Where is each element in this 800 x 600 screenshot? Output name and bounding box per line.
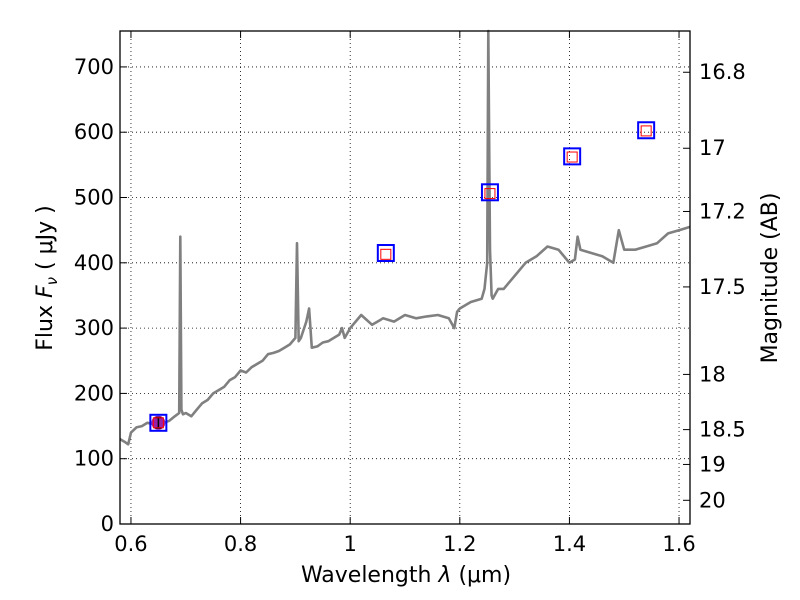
y2-tick-label: 17 [699,136,726,160]
model-point [563,147,582,166]
spectrum-series [119,29,691,446]
model-point [637,121,656,140]
y2-tick-label: 18.5 [699,418,746,442]
model-point [480,183,499,202]
spectrum-line [119,29,691,446]
y-tick-label: 700 [74,55,114,79]
axis-ticks: 0.6 0.8 1 1.2 1.4 1.6 0 100 200 300 400 500 600 700 16… [74,31,746,556]
y2-tick-label: 17.5 [699,275,746,299]
y-tick-label: 100 [74,447,114,471]
grid-lines [120,31,690,525]
observed-point [152,417,164,429]
observed-point [640,125,652,137]
x-tick-label: 1.6 [662,532,695,556]
y2-tick-label: 19 [699,452,726,476]
y2-tick-label: 17.2 [699,199,746,223]
y2-axis-label: Magnitude (AB) [758,193,783,364]
y2-tick-label: 20 [699,488,726,512]
y-tick-label: 0 [101,512,114,536]
x-tick-label: 0.8 [224,532,257,556]
y-tick-label: 400 [74,251,114,275]
observed-point [566,151,578,163]
y-axis-label: Flux Fν ( μJy ) [33,205,61,350]
x-tick-label: 0.6 [114,532,147,556]
observed-point [484,188,496,200]
x-tick-label: 1 [344,532,357,556]
y2-tick-label: 16.8 [699,60,746,84]
x-axis-label: Wavelength λ (μm) [301,563,511,588]
plot-area [119,30,691,525]
y-tick-label: 600 [74,120,114,144]
x-tick-label: 1.4 [553,532,586,556]
y-tick-label: 500 [74,186,114,210]
model-point [149,413,168,432]
y2-tick-label: 18 [699,362,726,386]
y-tick-label: 300 [74,316,114,340]
observed-point [380,248,392,260]
model-point [376,244,395,263]
x-tick-label: 1.2 [443,532,476,556]
y-tick-label: 200 [74,381,114,405]
photometry-points [149,121,656,432]
